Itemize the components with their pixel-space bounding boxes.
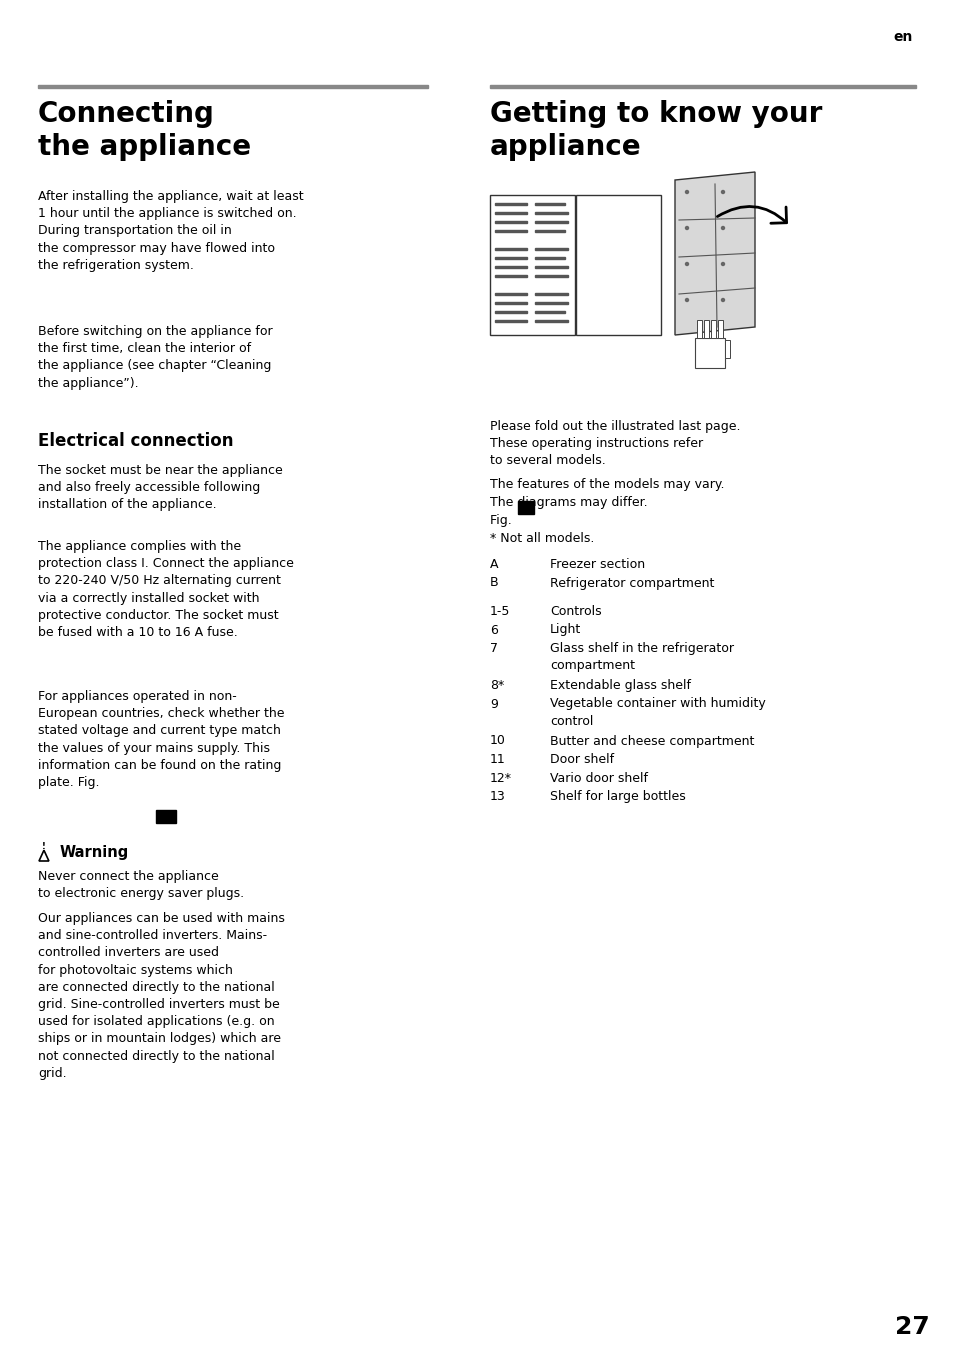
Text: 9: 9 <box>490 697 497 711</box>
Bar <box>495 320 526 322</box>
Bar <box>495 248 526 250</box>
Circle shape <box>685 226 688 229</box>
Text: The appliance complies with the
protection class I. Connect the appliance
to 220: The appliance complies with the protecti… <box>38 540 294 639</box>
Text: Freezer section: Freezer section <box>550 558 644 571</box>
Bar <box>495 265 526 268</box>
Text: * Not all models.: * Not all models. <box>490 532 594 546</box>
Text: Door shelf: Door shelf <box>550 753 614 766</box>
Bar <box>156 810 175 823</box>
Bar <box>535 275 567 278</box>
Bar <box>38 85 428 88</box>
Bar <box>495 203 526 204</box>
Text: en: en <box>892 30 911 43</box>
Text: the appliance: the appliance <box>38 133 251 161</box>
FancyArrowPatch shape <box>717 206 785 223</box>
Text: Vario door shelf: Vario door shelf <box>550 772 647 784</box>
Text: Getting to know your: Getting to know your <box>490 100 821 129</box>
Bar <box>535 320 567 322</box>
Text: Glass shelf in the refrigerator
compartment: Glass shelf in the refrigerator compartm… <box>550 642 733 672</box>
Text: 7: 7 <box>490 642 497 655</box>
Text: B: B <box>490 577 498 589</box>
Circle shape <box>720 263 723 265</box>
Text: 12*: 12* <box>490 772 512 784</box>
Text: Please fold out the illustrated last page.
These operating instructions refer
to: Please fold out the illustrated last pag… <box>490 420 740 467</box>
Text: Fig.: Fig. <box>490 515 516 527</box>
Text: !: ! <box>42 842 46 852</box>
Bar <box>495 221 526 223</box>
Circle shape <box>720 226 723 229</box>
Text: 27: 27 <box>894 1315 929 1339</box>
Text: Light: Light <box>550 623 580 636</box>
Text: Never connect the appliance
to electronic energy saver plugs.: Never connect the appliance to electroni… <box>38 871 244 900</box>
Bar <box>535 257 564 259</box>
Text: The features of the models may vary.: The features of the models may vary. <box>490 478 723 492</box>
Bar <box>695 338 724 368</box>
Bar <box>535 230 564 232</box>
Text: The diagrams may differ.: The diagrams may differ. <box>490 496 647 509</box>
Circle shape <box>685 191 688 194</box>
Circle shape <box>685 263 688 265</box>
Circle shape <box>685 298 688 302</box>
Bar <box>495 230 526 232</box>
Text: Connecting: Connecting <box>38 100 214 129</box>
Text: After installing the appliance, wait at least
1 hour until the appliance is swit: After installing the appliance, wait at … <box>38 190 303 272</box>
Text: 11: 11 <box>490 753 505 766</box>
Bar <box>490 85 915 88</box>
Bar <box>535 203 564 204</box>
Text: Refrigerator compartment: Refrigerator compartment <box>550 577 714 589</box>
Bar <box>535 211 567 214</box>
Bar <box>718 320 722 338</box>
Bar <box>517 501 534 515</box>
Text: A: A <box>490 558 498 571</box>
Text: 13: 13 <box>490 789 505 803</box>
Bar <box>535 221 567 223</box>
Text: 15: 15 <box>158 812 173 822</box>
Bar <box>495 257 526 259</box>
Bar <box>710 320 716 338</box>
Text: 6: 6 <box>490 623 497 636</box>
Bar <box>703 320 708 338</box>
Text: Butter and cheese compartment: Butter and cheese compartment <box>550 734 754 747</box>
Bar <box>535 292 567 295</box>
Bar <box>495 311 526 313</box>
Text: 1: 1 <box>522 502 529 513</box>
Bar <box>495 302 526 305</box>
Polygon shape <box>675 172 754 334</box>
Text: Before switching on the appliance for
the first time, clean the interior of
the : Before switching on the appliance for th… <box>38 325 273 390</box>
Text: Warning: Warning <box>60 845 129 860</box>
Bar <box>495 292 526 295</box>
Text: Shelf for large bottles: Shelf for large bottles <box>550 789 685 803</box>
Text: Electrical connection: Electrical connection <box>38 432 233 450</box>
Text: appliance: appliance <box>490 133 641 161</box>
Circle shape <box>720 191 723 194</box>
Bar <box>535 311 564 313</box>
Text: 10: 10 <box>490 734 505 747</box>
Bar <box>724 340 729 357</box>
Bar <box>495 275 526 278</box>
Bar <box>535 302 567 305</box>
Text: Controls: Controls <box>550 605 601 617</box>
Text: Vegetable container with humidity
control: Vegetable container with humidity contro… <box>550 697 765 727</box>
Circle shape <box>720 298 723 302</box>
Text: 8*: 8* <box>490 678 504 692</box>
Bar <box>490 195 575 334</box>
Text: For appliances operated in non-
European countries, check whether the
stated vol: For appliances operated in non- European… <box>38 691 284 789</box>
Bar <box>495 211 526 214</box>
Text: The socket must be near the appliance
and also freely accessible following
insta: The socket must be near the appliance an… <box>38 464 282 512</box>
Text: 1-5: 1-5 <box>490 605 510 617</box>
Text: Extendable glass shelf: Extendable glass shelf <box>550 678 690 692</box>
Bar <box>535 265 567 268</box>
Bar <box>535 248 567 250</box>
Bar <box>576 195 660 334</box>
Bar <box>697 320 701 338</box>
Text: Our appliances can be used with mains
and sine-controlled inverters. Mains-
cont: Our appliances can be used with mains an… <box>38 913 285 1079</box>
